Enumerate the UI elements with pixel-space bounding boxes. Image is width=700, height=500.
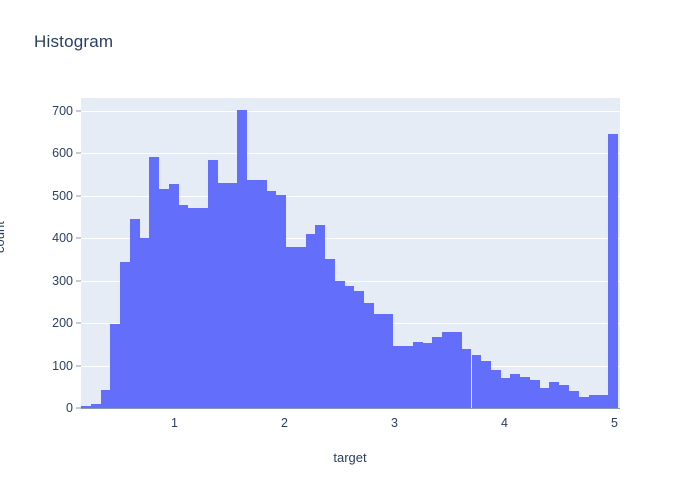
histogram-bar: [120, 261, 130, 408]
histogram-bar: [295, 247, 306, 408]
histogram-bar: [510, 374, 521, 408]
y-axis-tick-label: 700: [52, 103, 73, 118]
histogram-bar: [325, 258, 335, 408]
histogram-bar: [237, 110, 247, 408]
y-axis-tick-label: 200: [52, 316, 73, 331]
histogram-bar: [549, 381, 560, 408]
chart-title: Histogram: [34, 32, 114, 51]
histogram-bar: [412, 342, 423, 408]
histogram-bar: [393, 346, 404, 408]
y-axis-tick-mark: [76, 280, 81, 282]
y-axis-tick-label: 400: [52, 231, 73, 246]
y-axis-tick-mark: [76, 152, 81, 154]
histogram-bar: [188, 208, 199, 408]
y-axis-tick-mark: [76, 322, 81, 324]
histogram-bar: [315, 225, 326, 408]
histogram-bar: [364, 303, 374, 408]
histogram-bar: [139, 238, 150, 408]
histogram-bar: [520, 377, 530, 408]
histogram-bar: [100, 390, 111, 408]
histogram-bar: [578, 397, 589, 408]
histogram-bar: [207, 159, 218, 408]
histogram-bar: [276, 194, 287, 408]
gridline: [81, 153, 620, 155]
x-axis-tick-label: 3: [391, 416, 398, 430]
y-axis-tick-mark: [76, 407, 81, 409]
y-axis-tick-label: 300: [52, 273, 73, 288]
gridline: [81, 110, 620, 112]
histogram-bar: [530, 380, 540, 408]
histogram-bar: [159, 189, 169, 408]
histogram-bar: [217, 182, 228, 408]
histogram-bar: [490, 369, 501, 408]
histogram-bar: [110, 323, 121, 408]
histogram-bar: [481, 361, 491, 408]
x-axis-tick-label: 5: [611, 416, 618, 430]
histogram-bar: [227, 182, 238, 408]
histogram-bar: [559, 384, 570, 408]
histogram-bar: [149, 157, 160, 408]
histogram-bar: [403, 346, 413, 408]
y-axis-tick-mark: [76, 237, 81, 239]
histogram-bar: [373, 313, 384, 408]
histogram-bar: [178, 205, 189, 408]
histogram-bar: [90, 403, 101, 408]
histogram-bar: [442, 331, 452, 408]
y-axis-tick-label: 100: [52, 358, 73, 373]
histogram-bar: [432, 336, 443, 408]
histogram-bar: [246, 179, 257, 408]
histogram-bar: [286, 246, 296, 408]
histogram-bar: [334, 280, 345, 408]
histogram-bar: [608, 134, 618, 408]
y-axis-tick-label: 600: [52, 146, 73, 161]
histogram-bar: [422, 343, 433, 408]
histogram-bar: [344, 286, 355, 408]
y-axis-tick-mark: [76, 195, 81, 197]
histogram-bar: [81, 406, 91, 408]
y-axis-label: count: [0, 221, 7, 253]
histogram-bars: [81, 98, 620, 408]
histogram-bar: [266, 190, 277, 408]
plot-area[interactable]: [81, 98, 620, 408]
y-axis-tick-label: 0: [66, 401, 73, 415]
histogram-bar: [198, 208, 208, 408]
histogram-bar: [471, 354, 482, 408]
histogram-bar: [569, 391, 579, 408]
gridline: [81, 238, 620, 240]
x-axis-tick-label: 4: [501, 416, 508, 430]
x-axis-tick-label: 2: [281, 416, 288, 430]
gridline: [81, 195, 620, 197]
y-axis-ticks: 0 100 200 300 400 500 600 700: [0, 0, 81, 500]
y-axis-tick-label: 500: [52, 188, 73, 203]
histogram-bar: [451, 331, 462, 408]
y-axis-tick-mark: [76, 110, 81, 112]
histogram-bar: [588, 395, 599, 408]
x-axis-label: target: [333, 450, 367, 465]
histogram-bar: [256, 179, 267, 408]
histogram-bar: [168, 184, 179, 408]
histogram-bar: [129, 218, 140, 408]
histogram-bar: [461, 348, 472, 408]
histogram-bar: [354, 291, 365, 408]
histogram-bar: [539, 387, 550, 408]
x-axis-line: [81, 408, 620, 409]
gridline: [81, 280, 620, 282]
histogram-bar: [500, 378, 511, 408]
histogram-bar: [598, 395, 609, 408]
histogram-bar: [305, 233, 316, 408]
x-axis-tick-label: 1: [171, 416, 178, 430]
histogram-bar: [383, 313, 394, 408]
y-axis-tick-mark: [76, 365, 81, 367]
